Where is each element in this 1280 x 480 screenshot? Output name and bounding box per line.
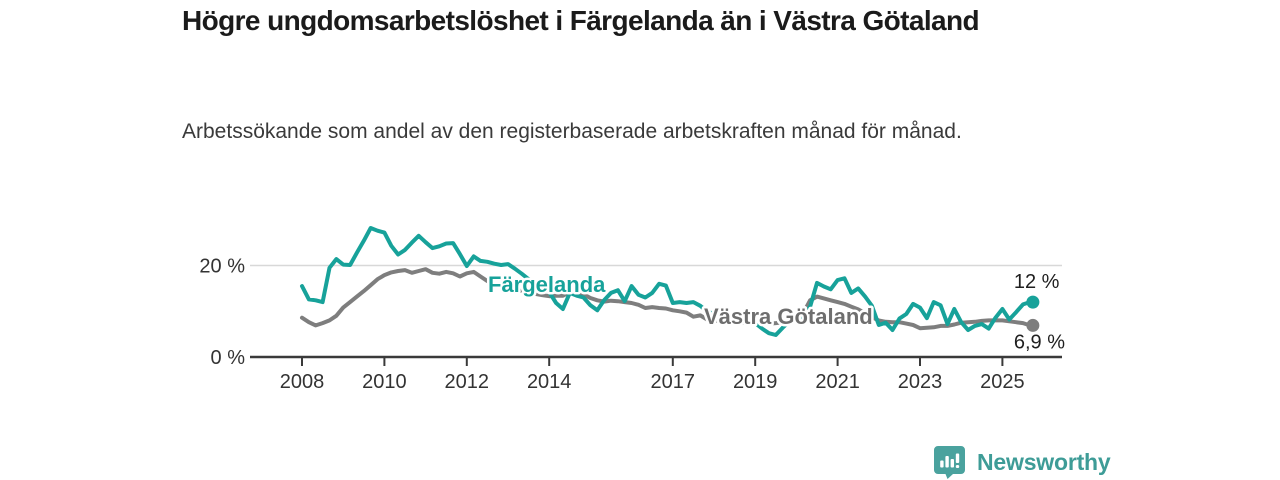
x-tick-label: 2014 bbox=[527, 371, 572, 393]
series-label: Västra Götaland bbox=[704, 304, 873, 329]
series-end-dot bbox=[1026, 295, 1040, 309]
x-tick-label: 2021 bbox=[815, 371, 860, 393]
series-line-fargelanda bbox=[300, 226, 1032, 337]
x-tick-label: 2008 bbox=[280, 371, 325, 393]
x-tick-label: 2010 bbox=[362, 371, 407, 393]
page-title: Högre ungdomsarbetslöshet i Färgelanda ä… bbox=[182, 5, 980, 36]
x-tick-label: 2017 bbox=[651, 371, 696, 393]
x-tick-label: 2025 bbox=[980, 371, 1025, 393]
x-tick-label: 2012 bbox=[445, 371, 490, 393]
y-tick-label: 20 % bbox=[199, 256, 245, 278]
page-subtitle: Arbetssökande som andel av den registerb… bbox=[182, 120, 962, 143]
newsworthy-logo: Newsworthy bbox=[933, 445, 1111, 479]
x-tick-label: 2023 bbox=[898, 371, 943, 393]
series-label: Färgelanda bbox=[488, 272, 606, 297]
newsworthy-speech-bubble-bar-chart-icon bbox=[934, 446, 965, 479]
y-tick-label: 0 % bbox=[211, 347, 246, 369]
brand-name: Newsworthy bbox=[977, 448, 1111, 475]
series-line-vastra-gotaland bbox=[300, 267, 1032, 331]
series-end-dot bbox=[1026, 318, 1040, 332]
x-tick-label: 2019 bbox=[733, 371, 778, 393]
series-end-value-label: 12 % bbox=[1014, 271, 1060, 293]
series-end-value-label: 6,9 % bbox=[1014, 331, 1065, 353]
